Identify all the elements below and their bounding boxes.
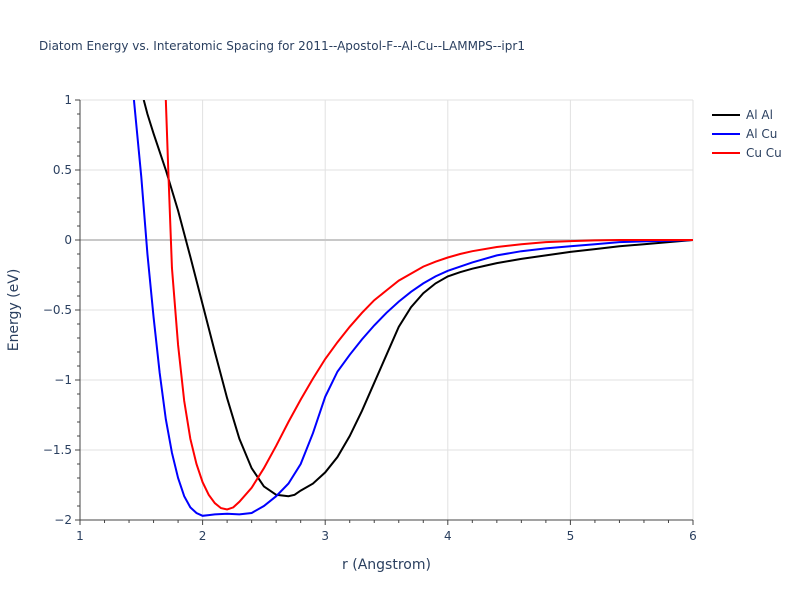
legend[interactable]: Al Al Al Cu Cu Cu xyxy=(712,108,782,160)
y-tick-label: −1.5 xyxy=(43,443,72,457)
y-tick-label: 1 xyxy=(64,93,72,107)
y-tick-label: −0.5 xyxy=(43,303,72,317)
y-tick-label: −2 xyxy=(54,513,72,527)
legend-item-al-al[interactable]: Al Al xyxy=(712,108,773,122)
legend-item-cu-cu[interactable]: Cu Cu xyxy=(712,146,782,160)
y-tick-label: 0.5 xyxy=(53,163,72,177)
x-tick-label: 6 xyxy=(689,529,697,543)
x-tick-label: 4 xyxy=(444,529,452,543)
chart-title: Diatom Energy vs. Interatomic Spacing fo… xyxy=(39,39,525,53)
legend-label: Al Cu xyxy=(746,127,777,141)
y-tick-label: 0 xyxy=(64,233,72,247)
axes: 1 2 3 4 5 6 1 0.5 0 −0.5 −1 −1.5 −2 xyxy=(43,93,697,543)
series-line-al-cu xyxy=(132,100,693,517)
series-line-cu-cu xyxy=(164,100,693,511)
y-axis-title: Energy (eV) xyxy=(6,269,22,352)
series-layer xyxy=(132,100,693,517)
x-tick-label: 3 xyxy=(321,529,329,543)
x-tick-label: 2 xyxy=(199,529,207,543)
legend-label: Al Al xyxy=(746,108,773,122)
legend-label: Cu Cu xyxy=(746,146,782,160)
x-axis-title: r (Angstrom) xyxy=(342,557,431,573)
legend-item-al-cu[interactable]: Al Cu xyxy=(712,127,777,141)
x-tick-label: 1 xyxy=(76,529,84,543)
x-tick-label: 5 xyxy=(567,529,575,543)
series-line-al-al xyxy=(142,100,693,498)
y-tick-label: −1 xyxy=(54,373,72,387)
